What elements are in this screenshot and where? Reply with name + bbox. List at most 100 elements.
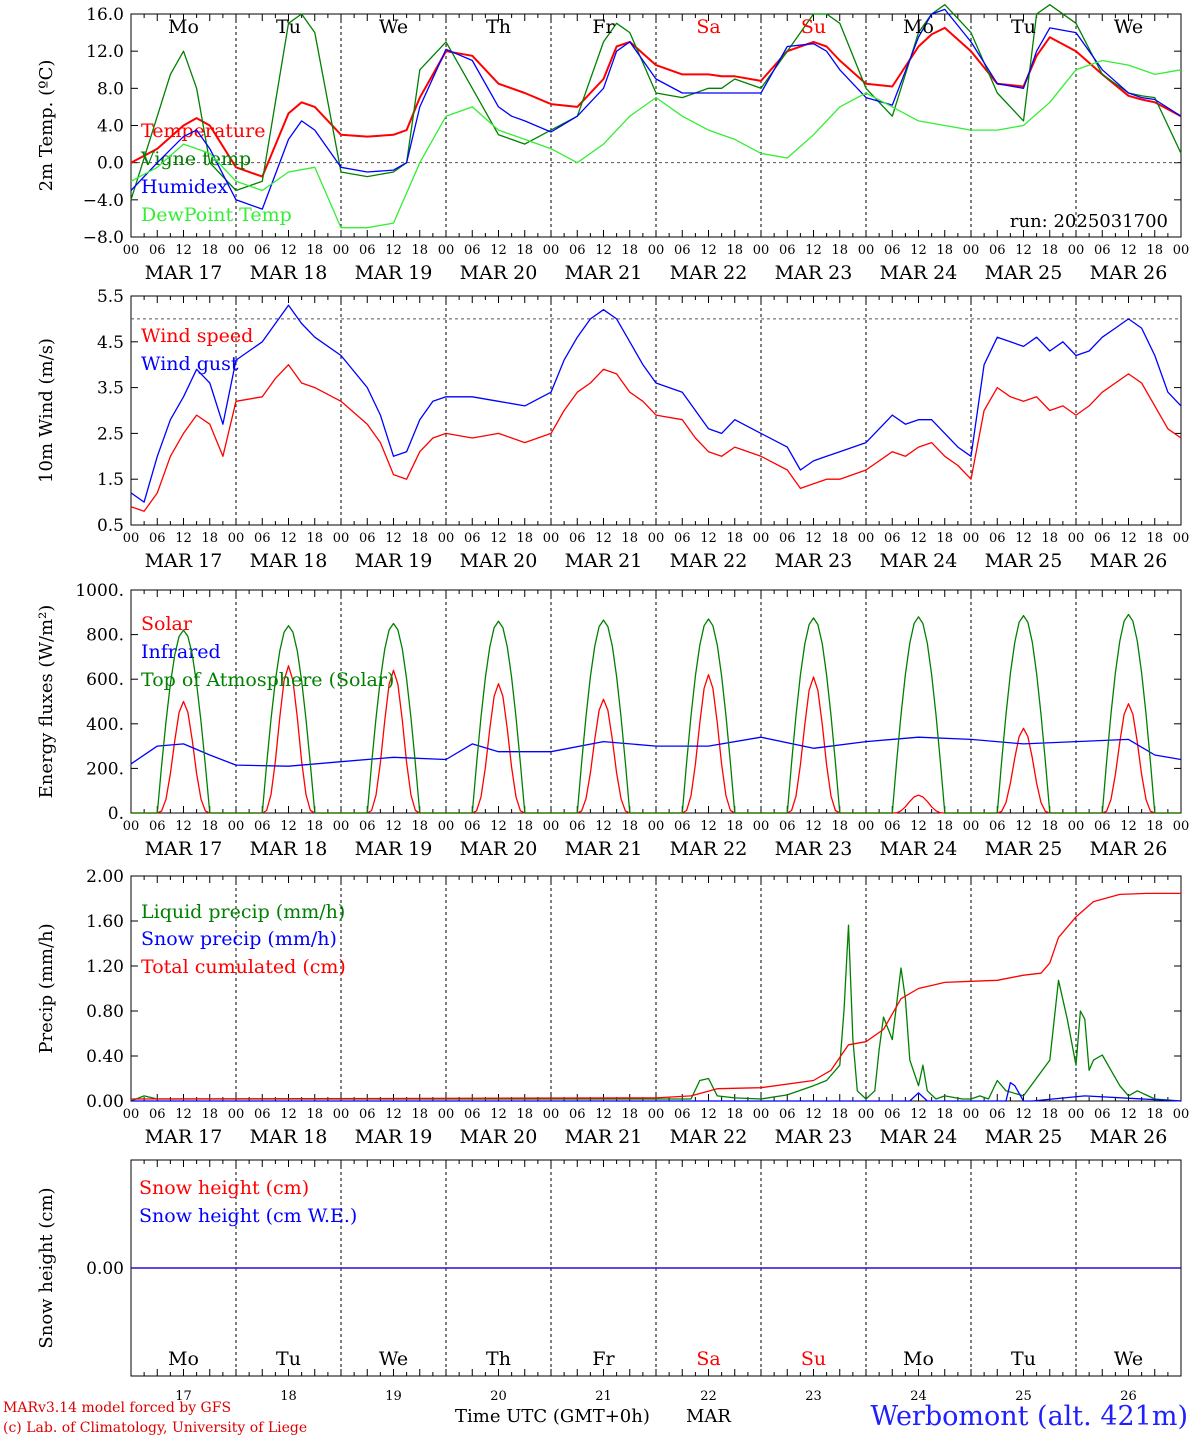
hour-tick-label: 12 [910,819,927,834]
date-label: MAR 23 [775,262,853,284]
y-tick-label: 1.5 [97,470,124,490]
date-label: MAR 20 [460,550,538,572]
hour-tick-label: 00 [543,531,560,546]
y-tick-label: 5.5 [97,287,124,307]
hour-tick-label: 18 [1041,1107,1058,1122]
day-number-label: 26 [1120,1389,1137,1404]
date-label: MAR 17 [145,550,223,572]
hour-tick-label: 06 [149,1107,166,1122]
hour-tick-label: 18 [831,243,848,258]
date-label: MAR 25 [985,550,1063,572]
date-label: MAR 17 [145,262,223,284]
weekday-label: Tu [1011,1348,1036,1370]
y-tick-label: 4.5 [97,333,124,353]
hour-tick-label: 06 [464,243,481,258]
weekday-label: Tu [1011,16,1036,38]
y-tick-label: 4.0 [97,117,124,137]
hour-tick-label: 00 [333,1107,350,1122]
y-tick-label: 0.80 [86,1002,124,1022]
hour-tick-label: 18 [411,819,428,834]
hour-tick-label: 18 [831,819,848,834]
weekday-label: Mo [903,1348,934,1370]
date-label: MAR 18 [250,262,328,284]
hour-tick-label: 12 [1120,243,1137,258]
date-label: MAR 18 [250,1126,328,1148]
hour-tick-label: 18 [1146,531,1163,546]
hour-tick-label: 12 [1015,531,1032,546]
hour-tick-label: 18 [621,243,638,258]
hour-tick-label: 00 [543,1107,560,1122]
legend-entry: Liquid precip (mm/h) [141,901,345,923]
hour-tick-label: 00 [438,531,455,546]
hour-tick-label: 12 [595,531,612,546]
hour-tick-label: 00 [753,531,770,546]
hour-tick-label: 06 [254,819,271,834]
hour-tick-label: 06 [254,1107,271,1122]
day-number-label: 20 [490,1389,507,1404]
date-label: MAR 24 [880,262,958,284]
hour-tick-label: 00 [1068,531,1085,546]
y-axis-label: Snow height (cm) [36,1187,57,1348]
hour-tick-label: 18 [411,1107,428,1122]
date-label: MAR 20 [460,262,538,284]
hour-tick-label: 00 [963,819,980,834]
month-label: MAR [686,1406,731,1427]
hour-tick-label: 06 [569,531,586,546]
hour-tick-label: 00 [1173,243,1190,258]
series-line-wind-gust [130,304,1182,503]
hour-tick-label: 00 [333,531,350,546]
series-line-top-of-atmosphere-solar- [131,613,1181,814]
date-label: MAR 21 [565,262,643,284]
hour-tick-label: 18 [936,1107,953,1122]
hour-tick-label: 12 [700,1107,717,1122]
hour-tick-label: 18 [621,819,638,834]
hour-tick-label: 06 [149,531,166,546]
y-axis-label: Precip (mm/h) [36,923,57,1053]
hour-tick-label: 06 [674,1107,691,1122]
hour-tick-label: 12 [175,1107,192,1122]
series-line-liquid-precip-mm-h- [130,924,1182,1102]
legend-entry: DewPoint Temp [141,204,292,226]
hour-tick-label: 12 [175,243,192,258]
hour-tick-label: 12 [1120,819,1137,834]
date-label: MAR 24 [880,550,958,572]
hour-tick-label: 12 [175,819,192,834]
hour-tick-label: 18 [831,531,848,546]
hour-tick-label: 18 [726,819,743,834]
date-label: MAR 19 [355,262,433,284]
y-tick-label: 0.00 [86,1259,124,1279]
weekday-label: Fr [592,16,615,38]
hour-tick-label: 18 [306,1107,323,1122]
hour-tick-label: 18 [726,243,743,258]
hour-tick-label: 00 [1173,1107,1190,1122]
hour-tick-label: 06 [1094,243,1111,258]
hour-tick-label: 00 [963,1107,980,1122]
hour-tick-label: 06 [1094,819,1111,834]
date-label: MAR 22 [670,262,748,284]
hour-tick-label: 18 [621,531,638,546]
hour-tick-label: 06 [884,243,901,258]
hour-tick-label: 00 [858,531,875,546]
hour-tick-label: 18 [621,1107,638,1122]
series-line-wind-speed [130,364,1182,512]
legend-entry: Wind speed [141,325,253,347]
date-label: MAR 24 [880,838,958,860]
date-label: MAR 22 [670,1126,748,1148]
series-line-snow-precip-mm-h- [131,1081,1182,1102]
date-label: MAR 18 [250,838,328,860]
hour-tick-label: 18 [516,531,533,546]
weekday-label: Mo [168,1348,199,1370]
y-tick-label: 200. [86,759,124,779]
y-tick-label: 2.00 [86,867,124,887]
hour-tick-label: 12 [805,531,822,546]
hour-tick-label: 06 [254,243,271,258]
hour-tick-label: 12 [280,531,297,546]
weekday-label: We [1114,1348,1143,1370]
hour-tick-label: 06 [989,243,1006,258]
hour-tick-label: 18 [726,531,743,546]
station-name: Werbomont (alt. 421m) [870,1401,1188,1432]
day-number-label: 25 [1015,1389,1032,1404]
weekday-label: Sa [696,16,720,38]
day-number-label: 19 [385,1389,402,1404]
hour-tick-label: 06 [569,1107,586,1122]
